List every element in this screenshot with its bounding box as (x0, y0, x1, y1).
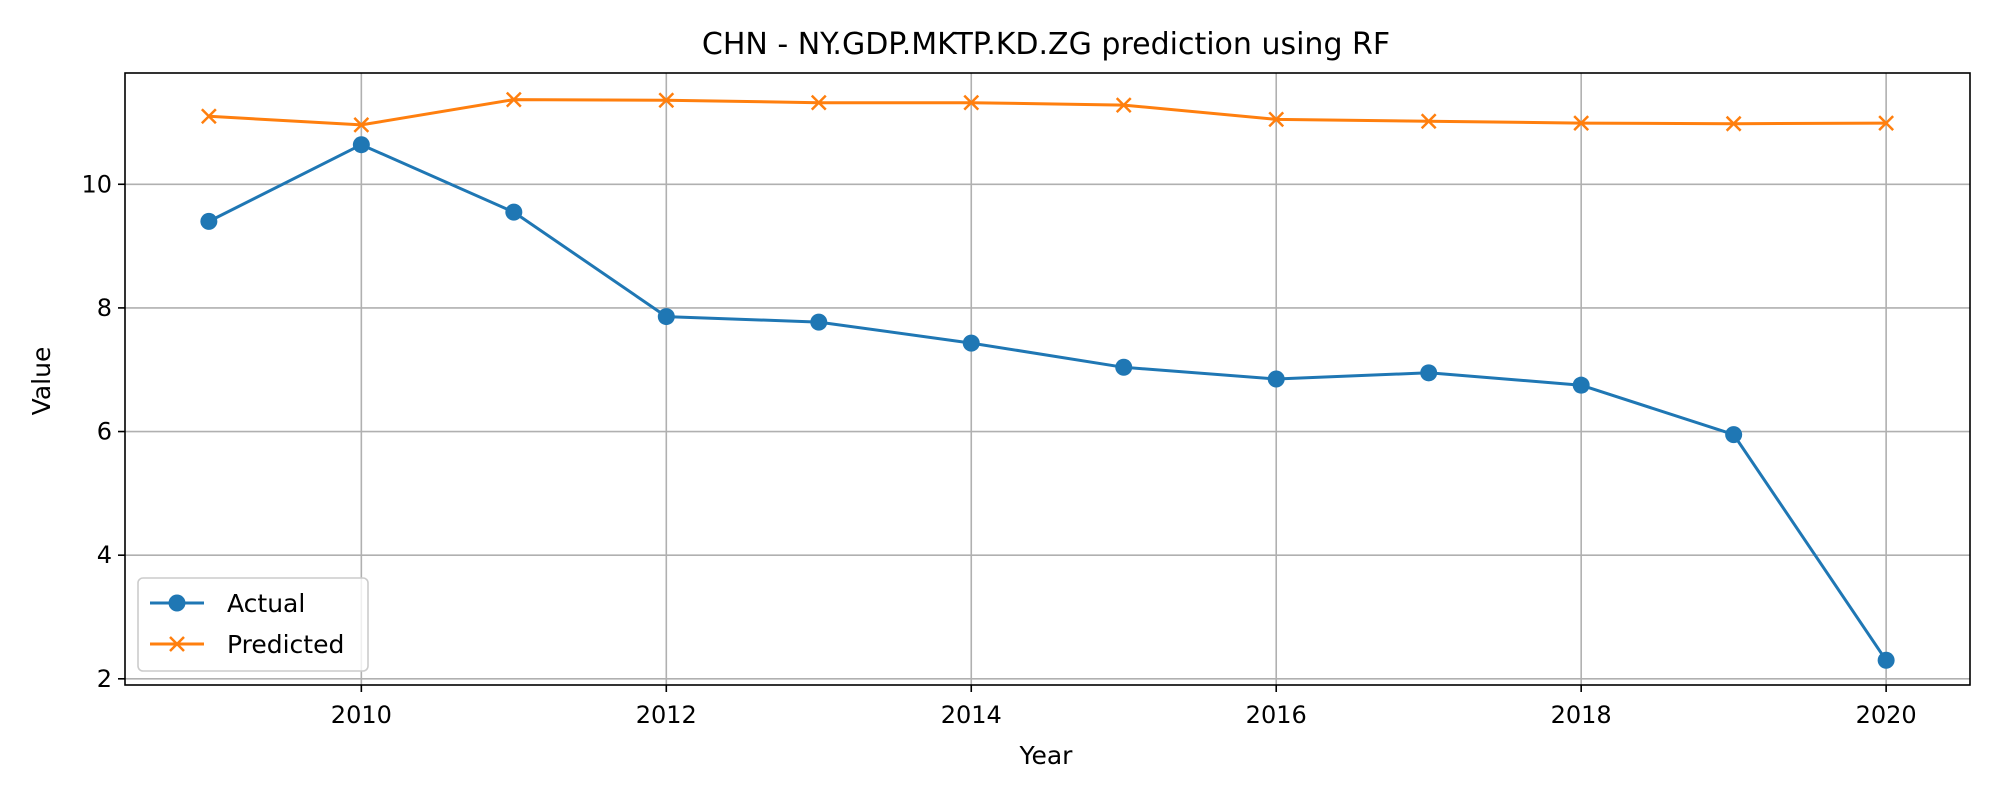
y-axis-label: Value (27, 347, 56, 416)
data-point-predicted (200, 108, 217, 125)
data-point-predicted (1115, 97, 1132, 114)
legend: Actual Predicted (137, 577, 369, 672)
data-point-predicted (963, 94, 980, 111)
x-tick-label: 2018 (1551, 701, 1612, 729)
y-tick-label: 8 (97, 294, 112, 322)
grid-lines (125, 73, 1970, 685)
y-tick-label: 4 (97, 541, 112, 569)
series-layer (200, 91, 1895, 669)
legend-label-predicted: Predicted (227, 630, 344, 659)
data-point-predicted (658, 92, 675, 109)
data-point-actual (962, 334, 980, 352)
x-axis-label: Year (1019, 741, 1074, 770)
legend-marker-actual (168, 594, 186, 612)
data-point-actual (1420, 364, 1438, 382)
data-point-actual (810, 313, 828, 331)
data-point-actual (1267, 370, 1285, 388)
y-tick-label: 6 (97, 418, 112, 446)
legend-marker-predicted (169, 636, 185, 652)
series-actual (200, 136, 1895, 669)
series-predicted (200, 91, 1895, 133)
data-point-predicted (1573, 115, 1590, 131)
data-point-actual (1877, 651, 1895, 669)
legend-box (137, 577, 369, 672)
data-point-predicted (1878, 115, 1895, 131)
series-line-actual (208, 143, 1888, 662)
data-point-actual (200, 212, 218, 230)
y-tick-label: 2 (97, 665, 112, 693)
x-tick-label: 2016 (1246, 701, 1307, 729)
axis-ticks: 2010 2012 2014 2016 2018 2020 2 4 6 8 10 (81, 170, 1916, 729)
data-point-predicted (810, 94, 827, 111)
x-tick-label: 2020 (1856, 701, 1917, 729)
legend-label-actual: Actual (227, 589, 305, 618)
data-point-actual (1725, 426, 1743, 444)
data-point-predicted (505, 91, 522, 108)
data-point-actual (1572, 376, 1590, 394)
data-point-predicted (1725, 115, 1742, 132)
data-point-actual (505, 203, 523, 221)
data-point-predicted (353, 117, 370, 133)
data-point-predicted (1268, 111, 1285, 128)
chart-title: CHN - NY.GDP.MKTP.KD.ZG prediction using… (702, 27, 1390, 62)
data-point-predicted (1420, 113, 1437, 130)
data-point-actual (352, 136, 370, 154)
plot-frame (124, 72, 1971, 686)
series-line-predicted (208, 98, 1887, 127)
x-tick-label: 2010 (331, 701, 392, 729)
x-tick-label: 2014 (941, 701, 1002, 729)
data-point-actual (657, 308, 675, 326)
x-tick-label: 2012 (636, 701, 697, 729)
y-tick-label: 10 (81, 170, 112, 198)
data-point-actual (1115, 358, 1133, 376)
